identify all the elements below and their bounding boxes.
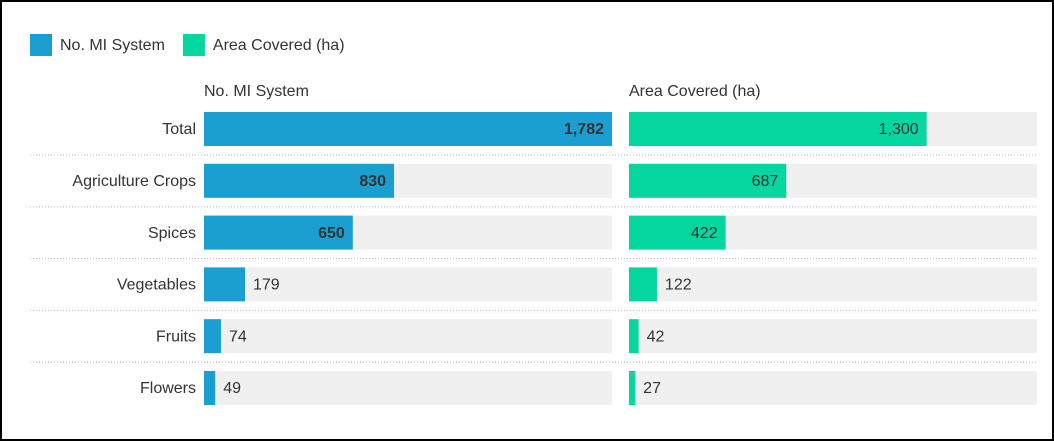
category-label: Total	[162, 121, 196, 138]
bar	[204, 371, 216, 405]
category-label: Vegetables	[117, 277, 196, 294]
panel-header: No. MI System	[204, 83, 309, 100]
bar	[204, 267, 245, 302]
bar	[629, 215, 726, 250]
legend-swatch	[30, 34, 52, 56]
bar	[629, 267, 657, 302]
bar	[204, 215, 353, 250]
data-label: 422	[691, 225, 718, 242]
data-label: 1,782	[564, 121, 604, 138]
bar-track	[204, 371, 612, 405]
data-label: 42	[647, 328, 665, 345]
panel-header: Area Covered (ha)	[629, 83, 761, 100]
data-label: 27	[643, 380, 661, 397]
data-label: 122	[665, 277, 692, 294]
data-label: 687	[752, 173, 779, 190]
legend-label: No. MI System	[60, 37, 165, 54]
bar	[204, 163, 395, 198]
category-label: Spices	[148, 225, 196, 242]
legend-label: Area Covered (ha)	[213, 37, 345, 54]
bar	[629, 163, 787, 198]
category-label: Agriculture Crops	[72, 173, 196, 190]
bar	[629, 371, 636, 405]
data-label: 179	[253, 277, 280, 294]
data-label: 74	[229, 328, 247, 345]
category-label: Flowers	[140, 380, 196, 397]
bar-track	[629, 319, 1037, 354]
data-label: 1,300	[879, 121, 919, 138]
bar	[204, 112, 612, 146]
bar-track	[204, 319, 612, 354]
data-label: 650	[318, 225, 345, 242]
bar	[204, 319, 221, 354]
data-label: 49	[223, 380, 241, 397]
category-label: Fruits	[156, 328, 196, 345]
bar	[629, 112, 927, 146]
bar-track	[204, 267, 612, 302]
legend-swatch	[182, 34, 205, 56]
data-label: 830	[359, 173, 386, 190]
bar-track	[629, 267, 1037, 302]
bar	[629, 319, 639, 354]
bar-track	[629, 371, 1037, 405]
